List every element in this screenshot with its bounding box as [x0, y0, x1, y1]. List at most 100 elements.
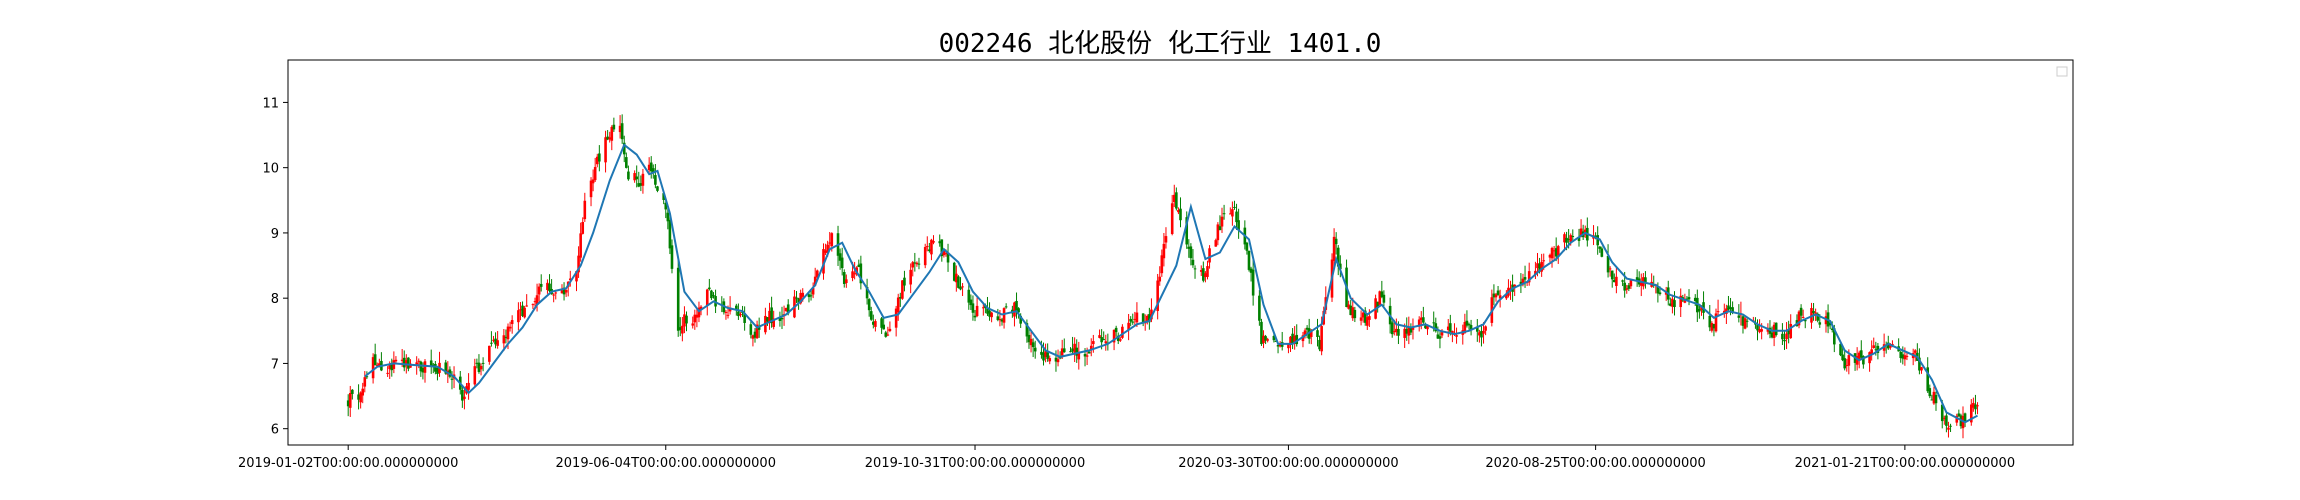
- candle-body: [1552, 250, 1556, 252]
- candle-body: [1411, 327, 1415, 330]
- candle-body: [1913, 350, 1917, 353]
- candle-body: [845, 279, 848, 284]
- candle-body: [1945, 415, 1948, 426]
- candle-body: [348, 392, 352, 408]
- candle-body: [668, 219, 672, 249]
- candle-body: [1278, 343, 1282, 347]
- candle-body: [620, 123, 624, 140]
- candle-body: [612, 124, 616, 130]
- candle-body: [1596, 235, 1599, 246]
- candle-body: [670, 245, 674, 269]
- candle-body: [1484, 326, 1487, 331]
- candle-body: [467, 382, 470, 390]
- candle-body: [811, 287, 815, 295]
- legend-box: [2056, 66, 2068, 77]
- candle-body: [1770, 332, 1774, 338]
- candle-body: [604, 137, 607, 163]
- candle-body: [705, 289, 709, 306]
- candle-body: [473, 366, 477, 385]
- y-axis: 6 7 8 9 10 11: [262, 96, 288, 438]
- candle-body: [824, 250, 827, 253]
- candle-body: [1185, 217, 1189, 245]
- candle-body: [386, 372, 389, 374]
- candle-body: [1233, 206, 1236, 208]
- candle-body: [1145, 315, 1149, 322]
- y-tick-label: 11: [262, 96, 279, 111]
- candle-body: [753, 331, 757, 338]
- candle-body: [1247, 250, 1251, 270]
- candle-body: [1536, 263, 1539, 269]
- candle-body: [1799, 307, 1803, 316]
- candle-body: [1465, 320, 1469, 326]
- candle-body: [1089, 345, 1093, 350]
- candle-body: [784, 307, 788, 311]
- candle-body: [1934, 394, 1938, 404]
- candle-body: [768, 310, 771, 324]
- candle-body: [1743, 318, 1747, 329]
- candle-body: [1932, 391, 1936, 404]
- candle-body: [886, 334, 890, 336]
- candle-body: [1363, 310, 1367, 323]
- candle-body: [1774, 322, 1778, 336]
- candle-body: [641, 173, 645, 186]
- candle-body: [946, 252, 950, 263]
- candle-body: [1629, 280, 1633, 287]
- candle-body: [1222, 213, 1226, 215]
- candle-body: [1004, 306, 1008, 308]
- candle-body: [880, 318, 883, 328]
- candle-body: [1179, 208, 1182, 221]
- candle-body: [1594, 235, 1597, 237]
- candle-body: [1305, 327, 1309, 330]
- candle-body: [575, 271, 578, 282]
- candle-body: [1264, 336, 1267, 341]
- candle-body: [436, 367, 439, 374]
- candle-body: [1781, 333, 1784, 340]
- candle-body: [712, 295, 715, 297]
- candle-body: [1245, 242, 1249, 251]
- candle-body: [1056, 359, 1060, 363]
- candle-body: [359, 392, 362, 403]
- candle-body: [400, 359, 404, 361]
- candle-body: [1100, 337, 1103, 343]
- candle-body: [726, 314, 730, 316]
- candle-body: [429, 360, 433, 367]
- candle-body: [1208, 248, 1211, 263]
- candle-body: [1569, 235, 1573, 243]
- candle-body: [944, 253, 948, 255]
- candle-body: [664, 202, 668, 210]
- candle-body: [494, 338, 497, 345]
- candle-body: [1351, 307, 1355, 319]
- candle-body: [735, 305, 738, 311]
- candle-body: [431, 364, 435, 366]
- candle-body: [1758, 329, 1761, 333]
- candle-body: [1002, 308, 1006, 323]
- candle-body: [627, 171, 630, 180]
- candle-body: [1249, 268, 1253, 273]
- candle-body: [378, 363, 381, 366]
- candle-body: [1440, 332, 1444, 336]
- candle-body: [1542, 260, 1546, 262]
- candle-body: [1361, 312, 1365, 318]
- candle-body: [1148, 314, 1151, 323]
- candle-body: [1723, 310, 1726, 313]
- candle-body: [1276, 344, 1280, 347]
- candle-body: [1969, 404, 1973, 423]
- candle-body: [1845, 365, 1849, 367]
- candle-body: [1606, 255, 1610, 273]
- candle-body: [901, 280, 904, 299]
- candle-body: [1889, 345, 1892, 348]
- candle-body: [1727, 305, 1730, 310]
- candle-body: [490, 342, 493, 344]
- candle-body: [508, 326, 512, 329]
- candle-body: [1785, 333, 1788, 340]
- candle-body: [1872, 345, 1876, 348]
- candle-body: [1797, 311, 1801, 326]
- candle-body: [1098, 335, 1101, 338]
- candle-body: [1199, 270, 1203, 272]
- candle-body: [1260, 321, 1263, 345]
- candle-body: [1426, 325, 1429, 330]
- candle-body: [1368, 316, 1371, 320]
- x-tick-label: 2019-06-04T00:00:00.000000000: [556, 456, 776, 471]
- candle-body: [967, 289, 971, 303]
- candle-body: [1556, 246, 1560, 256]
